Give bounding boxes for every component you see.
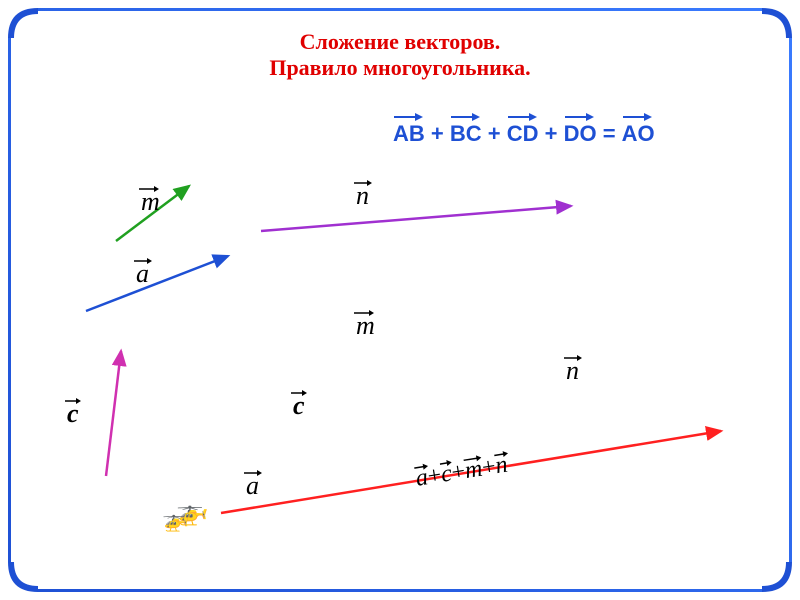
vector-label-n-1: n <box>356 181 369 211</box>
title-line2: Правило многоугольника. <box>11 55 789 81</box>
slide-frame: Сложение векторов. Правило многоугольник… <box>8 8 792 592</box>
title-line1: Сложение векторов. <box>11 29 789 55</box>
corner-bl <box>8 562 38 592</box>
vector-equation: AB + BC + CD + DO = AO <box>393 121 655 147</box>
title-block: Сложение векторов. Правило многоугольник… <box>11 29 789 81</box>
vector-label-m-0: m <box>141 187 160 217</box>
vector-label-c-3: c <box>67 399 79 429</box>
sum-label: a+c+m+n <box>414 452 510 493</box>
vector-label-m-4: m <box>356 311 375 341</box>
corner-br <box>762 562 792 592</box>
helicopter-icon-shadow: 🚁 <box>162 509 189 531</box>
vector-n1 <box>261 206 571 231</box>
vector-label-n-6: n <box>566 356 579 386</box>
vector-canvas <box>11 11 789 589</box>
vector-c1 <box>106 351 121 476</box>
vector-label-c-5: c <box>293 391 305 421</box>
vector-label-a-7: a <box>246 471 259 501</box>
vector-a1 <box>86 256 228 311</box>
vector-label-a-2: a <box>136 259 149 289</box>
